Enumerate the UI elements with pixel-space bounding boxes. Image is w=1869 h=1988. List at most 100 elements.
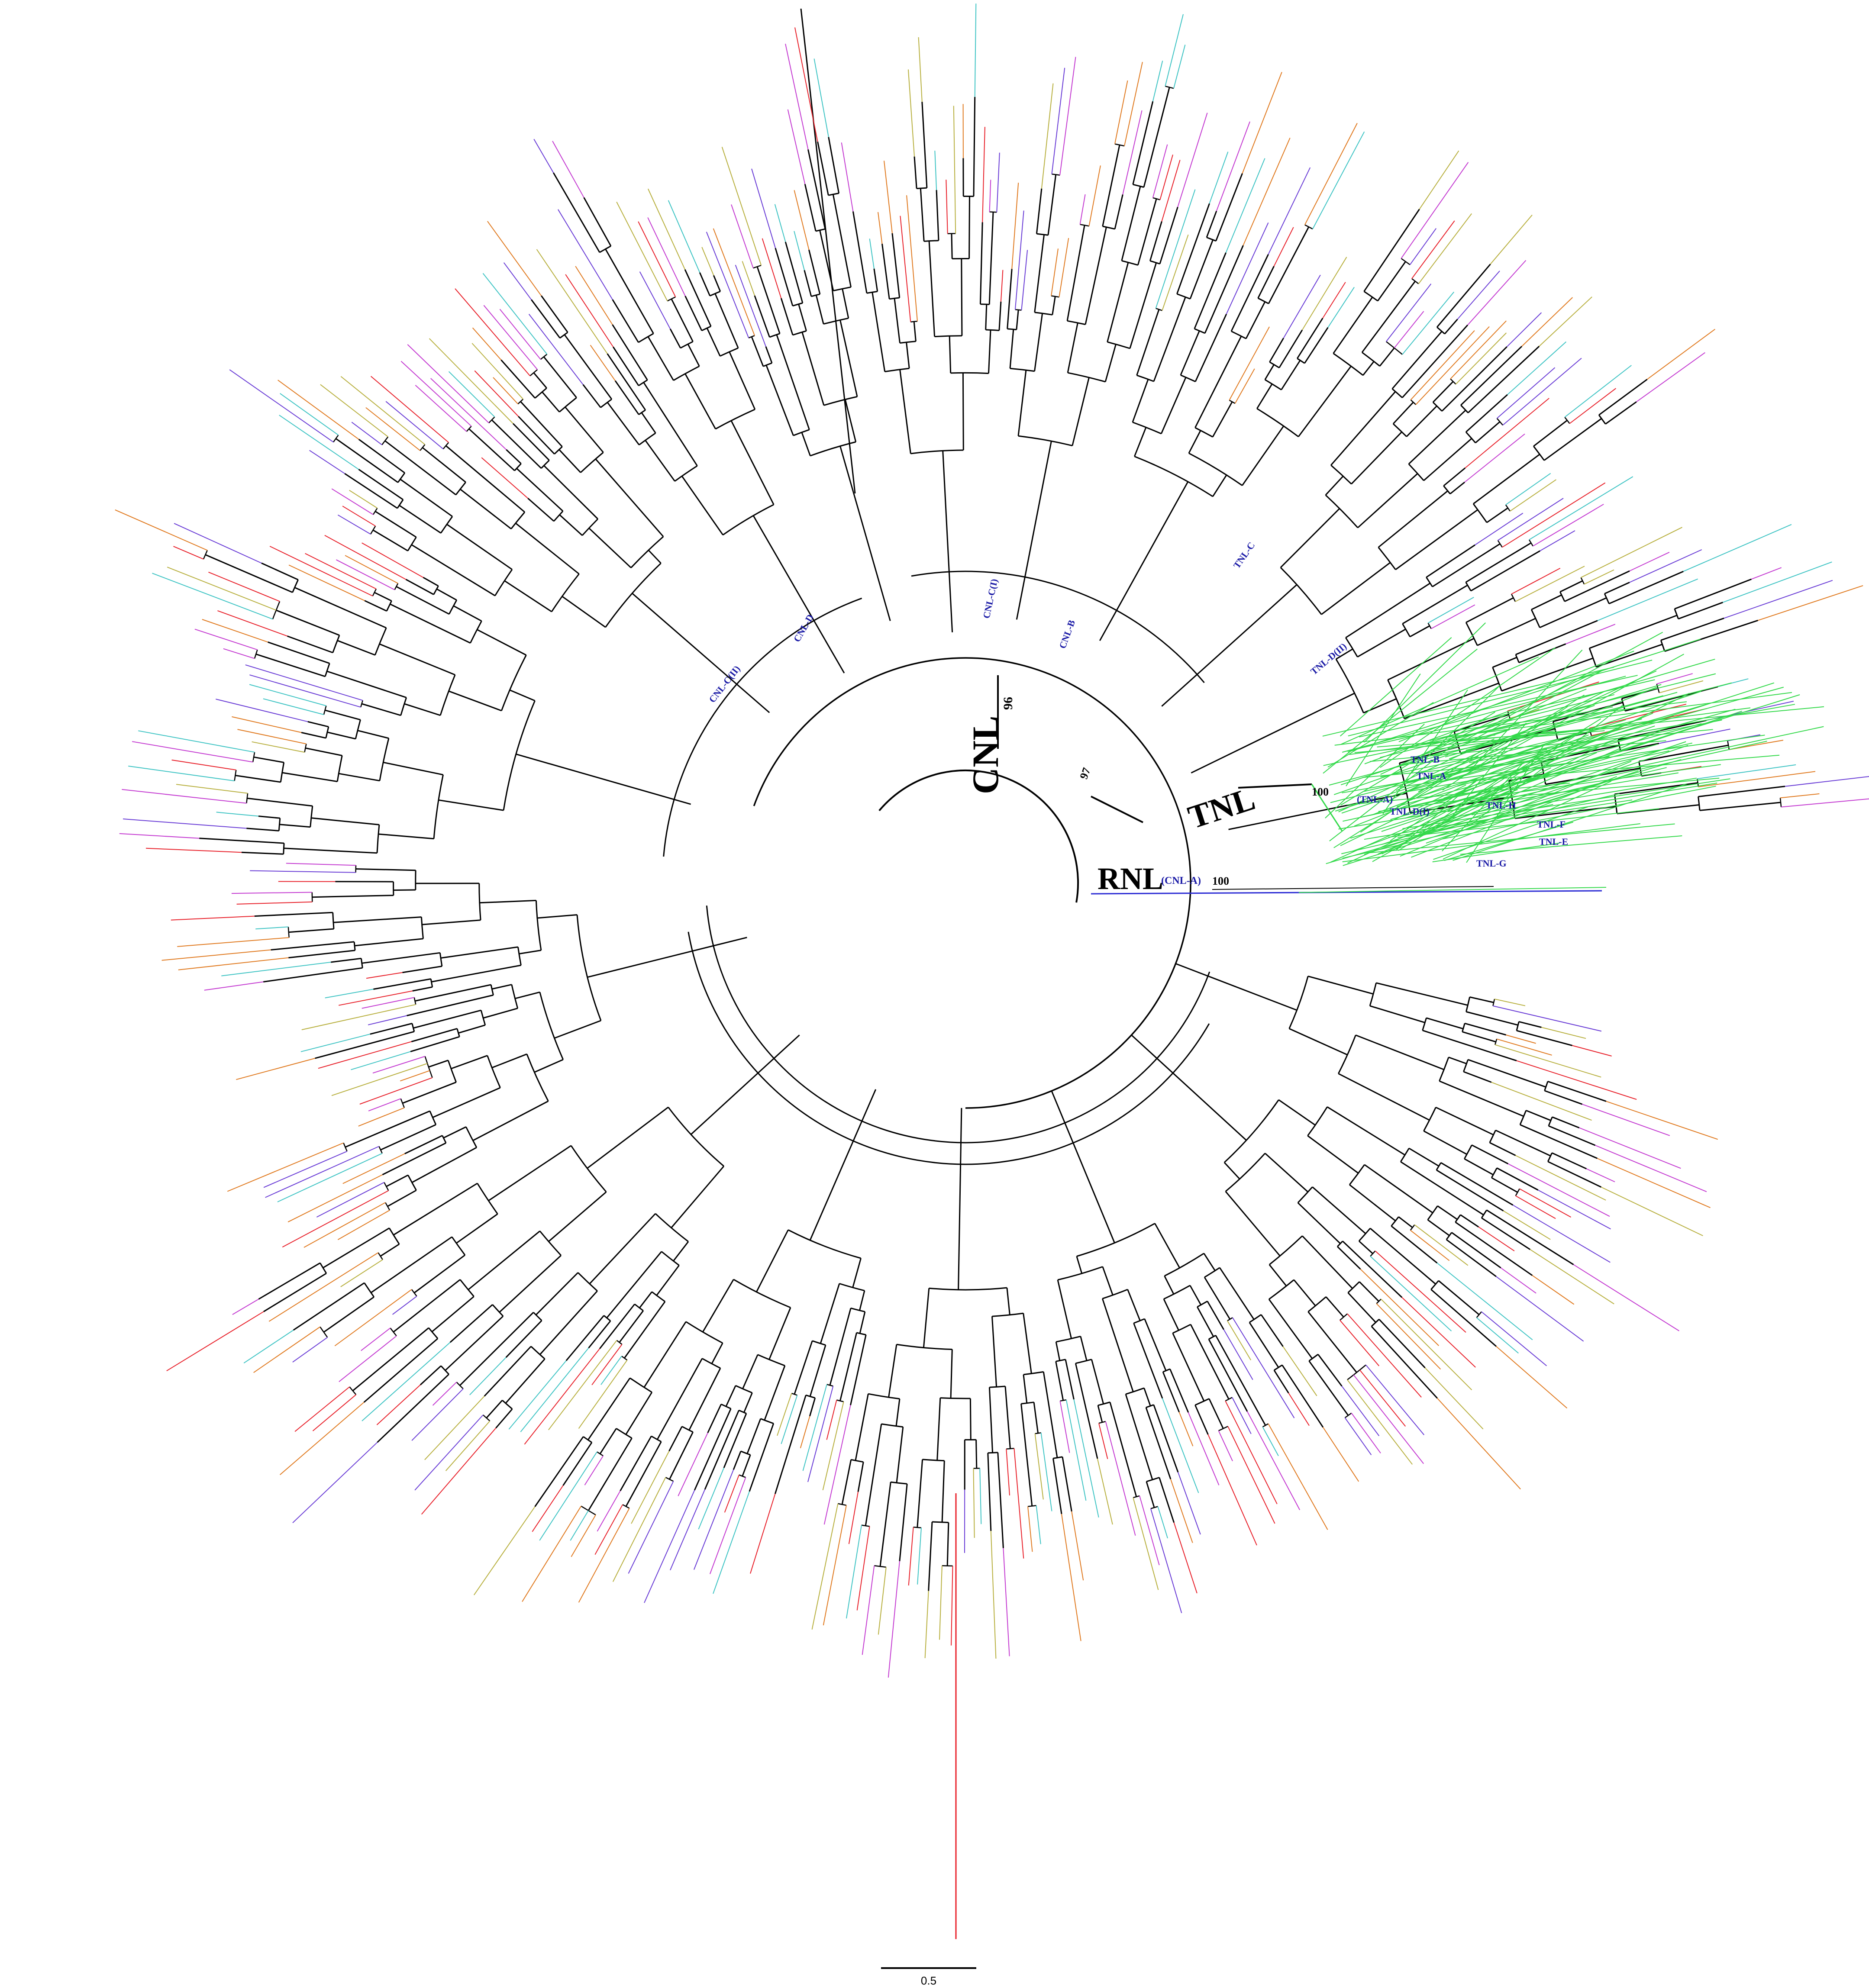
leaf-branch	[878, 1567, 887, 1635]
internal-branch	[504, 580, 552, 612]
internal-branch	[1104, 344, 1117, 382]
internal-branch	[1618, 719, 1707, 741]
clade-label-tnl-a: TNL-A	[1417, 770, 1446, 781]
internal-branch	[495, 1408, 513, 1429]
leaf-branch	[1455, 332, 1507, 385]
internal-branch	[647, 336, 674, 381]
leaf-branch	[1152, 144, 1168, 198]
internal-branch	[1080, 1336, 1088, 1361]
internal-branch	[613, 346, 639, 386]
internal-branch	[443, 1126, 467, 1139]
internal-branch	[1004, 1386, 1011, 1449]
internal-arc	[1497, 540, 1503, 548]
bootstrap-root: 97	[1077, 766, 1093, 781]
internal-branch	[804, 270, 812, 297]
internal-arc	[1515, 1188, 1520, 1196]
leaf-branch	[292, 1442, 378, 1524]
internal-arc	[1269, 1235, 1303, 1265]
label-rnl: RNL	[1098, 861, 1163, 896]
tnl-stem	[1238, 783, 1312, 789]
internal-branch	[588, 1320, 611, 1349]
internal-arc	[680, 341, 694, 349]
tnl-leaf	[1420, 682, 1775, 797]
leaf-branch	[1122, 110, 1143, 195]
tnl-leaf	[1413, 773, 1507, 839]
leaf-branch	[208, 571, 280, 602]
clade-label-cnl-d: CNL-D	[791, 612, 816, 644]
internal-branch	[1325, 1296, 1344, 1318]
internal-branch	[1398, 1216, 1413, 1228]
internal-branch	[774, 1395, 807, 1494]
internal-arc	[760, 1418, 774, 1424]
internal-branch	[1212, 474, 1227, 497]
tnl-leaf	[1460, 835, 1682, 855]
internal-branch	[1408, 1147, 1440, 1167]
internal-branch	[1438, 1280, 1480, 1315]
internal-branch	[754, 295, 770, 338]
internal-branch	[1153, 296, 1186, 382]
internal-branch	[985, 304, 988, 330]
internal-arc	[1519, 1110, 1527, 1125]
internal-arc	[320, 1263, 327, 1274]
internal-branch	[973, 97, 976, 197]
internal-branch	[768, 1307, 791, 1360]
internal-branch	[372, 529, 408, 551]
leaf-branch	[119, 833, 200, 839]
internal-branch	[1297, 318, 1323, 359]
internal-branch	[386, 1174, 409, 1187]
leaf-branch	[1040, 1433, 1052, 1511]
internal-branch	[809, 1398, 816, 1417]
internal-branch	[1552, 1116, 1580, 1128]
internal-branch	[380, 1124, 436, 1150]
leaf-branch	[229, 369, 334, 443]
internal-branch	[1395, 509, 1478, 570]
internal-branch	[1102, 1266, 1114, 1295]
leaf-branch	[1242, 72, 1282, 174]
leaf-branch	[334, 1289, 412, 1347]
internal-branch	[914, 156, 917, 189]
internal-branch	[276, 609, 340, 636]
internal-arc	[1269, 361, 1280, 368]
internal-branch	[1451, 1232, 1501, 1269]
internal-branch	[488, 1145, 571, 1202]
internal-arc	[1027, 1505, 1036, 1507]
internal-branch	[599, 1304, 636, 1349]
leaf-branch	[1162, 234, 1189, 311]
leaf-branch	[869, 238, 875, 269]
internal-arc	[1333, 353, 1364, 376]
leaf-branch	[1071, 1511, 1084, 1581]
internal-arc	[1386, 341, 1403, 355]
tnl-leaf	[1456, 693, 1690, 809]
leaf-branch	[575, 266, 613, 325]
leaf-branch	[1381, 1298, 1472, 1391]
internal-branch	[491, 1053, 527, 1069]
leaf-branch	[698, 1467, 724, 1530]
leaf-branch	[1758, 585, 1863, 621]
internal-arc	[792, 302, 803, 307]
internal-arc	[324, 663, 330, 677]
internal-branch	[1465, 394, 1508, 433]
internal-arc	[488, 416, 495, 423]
leaf-branch	[216, 812, 259, 817]
leaf-branch	[1079, 194, 1086, 225]
leaf-branch	[1133, 1497, 1159, 1590]
internal-arc	[1511, 593, 1516, 602]
leaf-branch	[1234, 368, 1255, 404]
internal-arc	[1528, 539, 1533, 547]
internal-branch	[1055, 1341, 1061, 1361]
internal-branch	[344, 473, 398, 509]
internal-branch	[456, 1213, 498, 1244]
internal-arc	[868, 1393, 900, 1400]
leaf-branch	[1105, 1421, 1136, 1536]
root-branch	[1091, 796, 1143, 823]
leaf-branch	[202, 619, 268, 643]
internal-branch	[515, 522, 580, 575]
internal-arc	[510, 512, 526, 529]
internal-branch	[384, 440, 456, 496]
internal-branch	[950, 1349, 953, 1398]
leaf-branch	[1207, 1434, 1257, 1546]
internal-branch	[364, 600, 387, 612]
leaf-branch	[1496, 1276, 1584, 1342]
tnl-leaf	[1442, 692, 1792, 738]
tnl-leaf	[1323, 648, 1478, 774]
